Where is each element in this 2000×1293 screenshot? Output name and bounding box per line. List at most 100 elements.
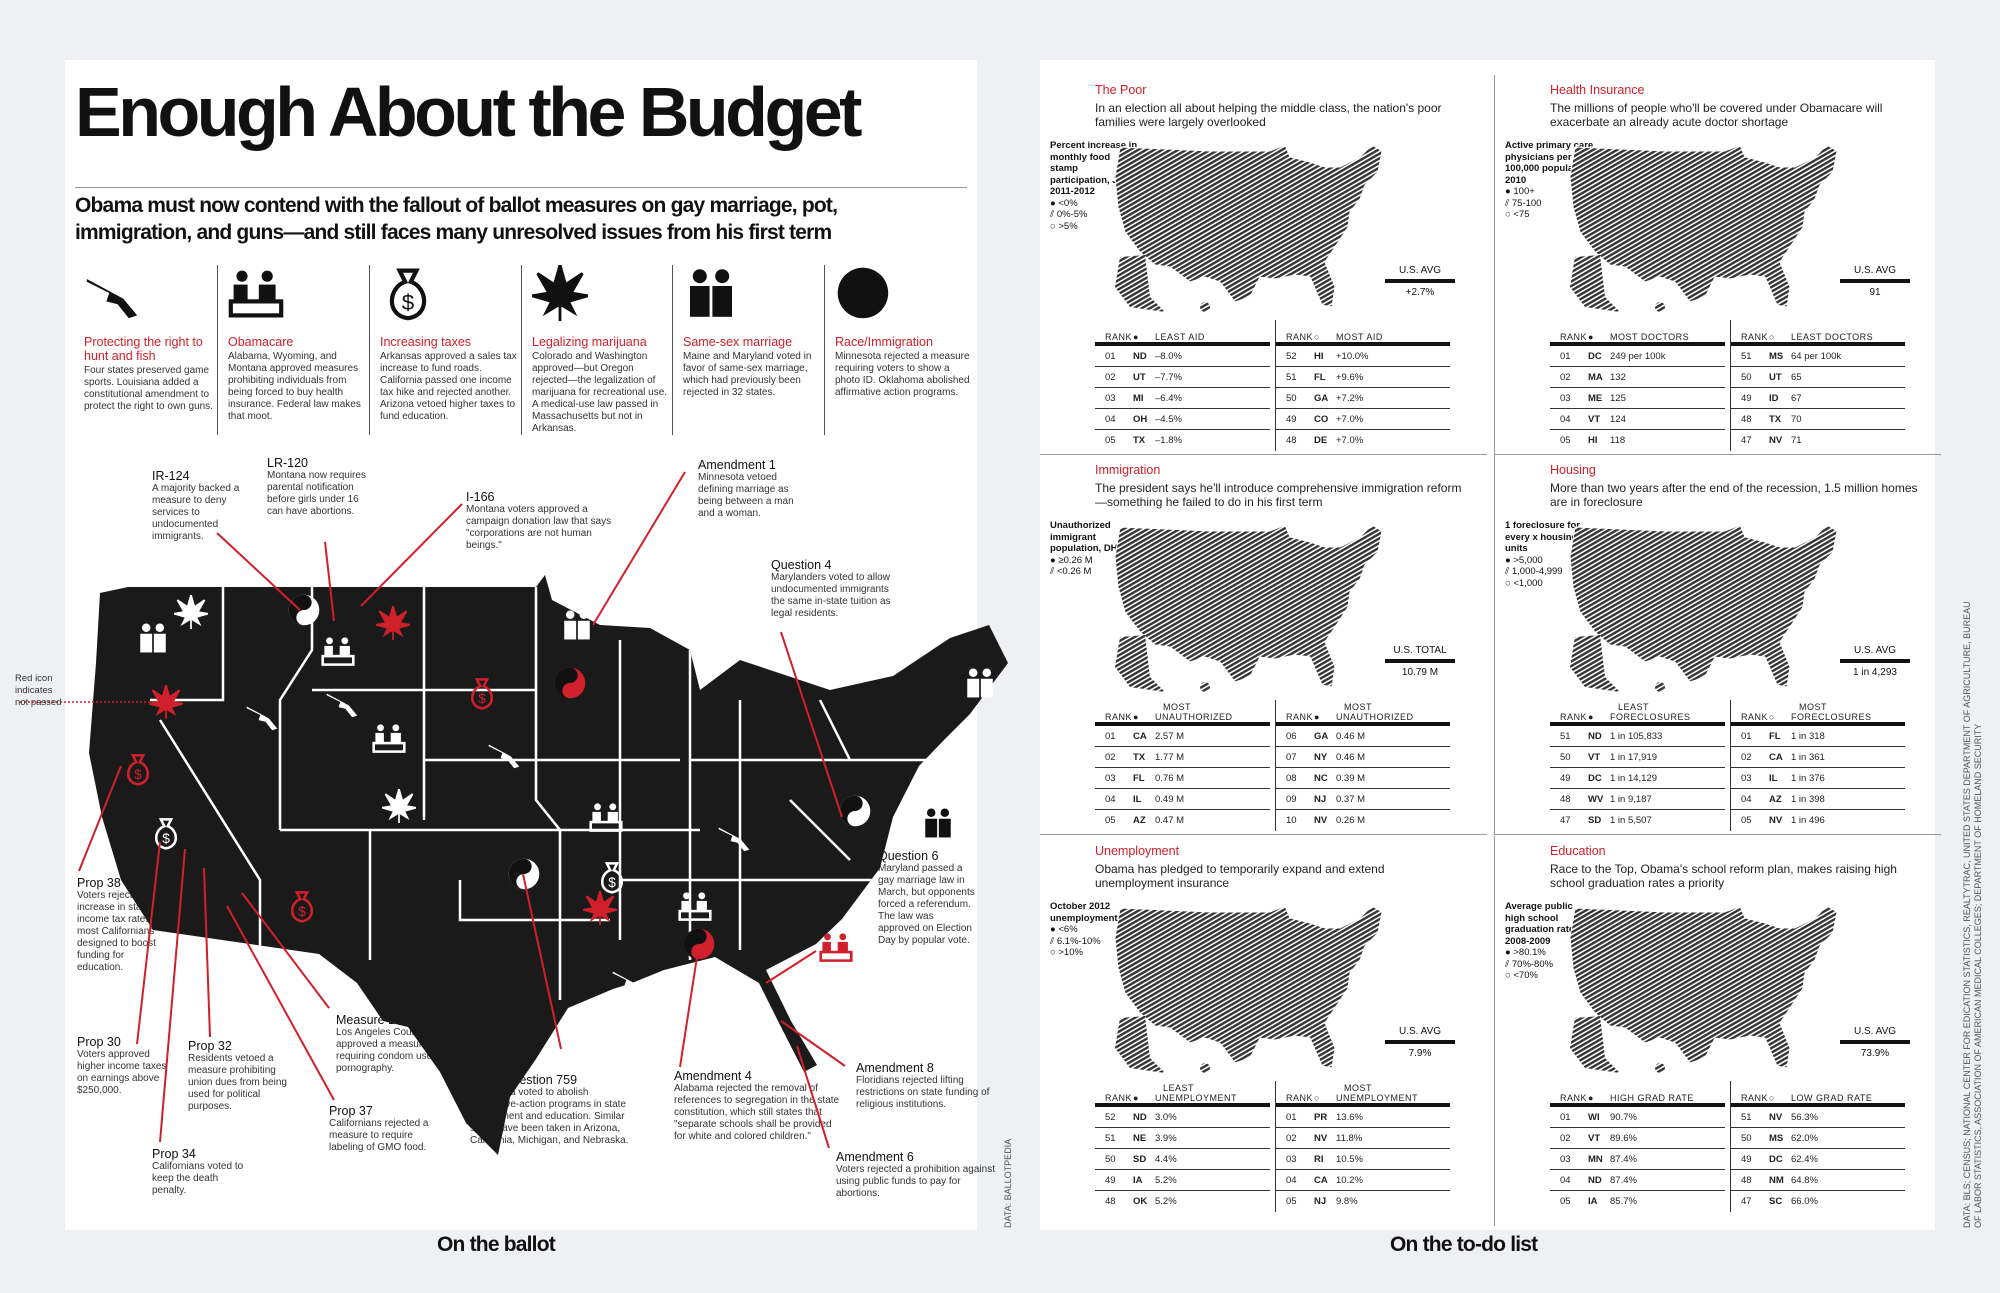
category-text: Four states preserved game sports. Louis…	[84, 365, 213, 412]
table-row: 05 AZ 0.47 M	[1095, 810, 1270, 831]
state-cell: WV	[1588, 793, 1604, 805]
rank-cell: 50	[1286, 392, 1297, 404]
annotation-title: Prop 30	[77, 1035, 121, 1049]
state-cell: FL	[1314, 371, 1326, 383]
value-cell: 10.2%	[1336, 1174, 1363, 1186]
section-title: Education	[1550, 844, 1606, 858]
divider	[75, 187, 967, 188]
table-row: 48 DE +7.0%	[1276, 430, 1450, 451]
value-cell: 0.46 M	[1336, 730, 1366, 742]
state-cell: SD	[1588, 815, 1602, 826]
annotation-title: Question 6	[878, 849, 939, 863]
table-row: 05 NV 1 in 496	[1731, 810, 1905, 831]
state-cell: NE	[1133, 1132, 1147, 1144]
choropleth-map	[1569, 144, 1838, 312]
table-row: 50 MS 62.0%	[1731, 1128, 1905, 1149]
value-cell: 64 per 100k	[1791, 350, 1842, 362]
state-cell: GA	[1314, 730, 1329, 742]
state-cell: WI	[1588, 1111, 1600, 1123]
legend-item: ● <0%	[1050, 197, 1078, 209]
annotation-text: Los Angeles County approved a measure re…	[336, 1027, 443, 1074]
rank-cell: 51	[1286, 371, 1297, 383]
column-header-label: LEAST AID	[1155, 332, 1205, 342]
choropleth-map	[1114, 905, 1383, 1073]
table-row: 50 UT 65	[1731, 367, 1905, 388]
value-cell: +10.0%	[1336, 350, 1369, 362]
table-row: 51 ND 1 in 105,833	[1550, 726, 1725, 747]
section-description: Race to the Top, Obama's school reform p…	[1550, 862, 1897, 890]
rank-cell: 04	[1560, 1174, 1571, 1186]
ranking-table: RANK ○ MOST UNEMPLOYMENT 01 PR 13.6% 02 NV 11.8% 0…	[1275, 1081, 1450, 1212]
value-cell: 1 in 17,919	[1610, 751, 1658, 763]
rank-cell: 50	[1741, 371, 1752, 383]
section-title: Health Insurance	[1550, 83, 1645, 97]
table-row: 01 ND –8.0%	[1095, 346, 1270, 367]
annotation-text: Montana voters approved a campaign donat…	[466, 504, 612, 551]
table-row: 02 NV 11.8%	[1276, 1128, 1450, 1149]
value-cell: 249 per 100k	[1610, 350, 1666, 362]
annotation-amendment-8: Amendment 8 Floridians rejected lifting r…	[856, 1062, 996, 1111]
table-row: 02 UT –7.7%	[1095, 367, 1270, 388]
annotation-title: Amendment 1	[698, 458, 776, 472]
annotation-text: Marylanders voted to allow undocumented …	[771, 572, 891, 619]
column-header-top: MOST	[1344, 702, 1372, 712]
annotation-text: A majority backed a measure to deny serv…	[152, 483, 240, 542]
value-cell: 0.76 M	[1155, 772, 1185, 784]
state-cell: RI	[1314, 1153, 1324, 1165]
table-row: 04 ND 87.4%	[1550, 1170, 1725, 1191]
rank-cell: 09	[1286, 793, 1297, 805]
annotation-text: Californians voted to keep the death pen…	[152, 1161, 244, 1196]
rank-cell: 48	[1741, 413, 1752, 425]
state-cell: OK	[1133, 1196, 1148, 1207]
rank-cell: 04	[1105, 413, 1116, 425]
legend-title: Active primary care physicians per 100,0…	[1505, 140, 1594, 186]
table-row: 50 SD 4.4%	[1095, 1149, 1270, 1170]
column-header-label: UNAUTHORIZED	[1155, 712, 1233, 722]
on-the-ballot-panel: Enough About the Budget Obama must now c…	[65, 60, 995, 1230]
rank-cell: 47	[1560, 815, 1571, 826]
state-cell: HI	[1314, 350, 1324, 362]
rank-cell: 49	[1741, 392, 1752, 404]
legend-item: ○ <75	[1505, 209, 1530, 220]
rank-header: RANK	[1286, 332, 1314, 342]
table-row: 50 VT 1 in 17,919	[1550, 747, 1725, 768]
state-cell: SC	[1769, 1196, 1783, 1207]
state-cell: SD	[1133, 1153, 1147, 1165]
section-immigration: Immigration The president says he'll intr…	[1040, 455, 1487, 835]
table-row: 49 CO +7.0%	[1276, 409, 1450, 430]
value-cell: 1 in 361	[1791, 751, 1825, 763]
section-description: Obama has pledged to temporarily expand …	[1095, 862, 1385, 890]
table-row: 09 NJ 0.37 M	[1276, 789, 1450, 810]
value-cell: 3.9%	[1155, 1132, 1177, 1144]
value-cell: 5.2%	[1155, 1196, 1177, 1207]
rank-cell: 52	[1105, 1111, 1116, 1123]
column-header-top: MOST	[1163, 702, 1191, 712]
state-cell: ND	[1133, 350, 1147, 362]
category-text: Alabama, Wyoming, and Montana approved m…	[228, 351, 361, 422]
state-cell: MN	[1588, 1153, 1603, 1165]
table-row: 01 WI 90.7%	[1550, 1107, 1725, 1128]
annotation-title: State Question 759	[470, 1073, 578, 1087]
section-title: Housing	[1550, 463, 1596, 477]
rank-header: RANK	[1105, 712, 1133, 722]
state-cell: NV	[1314, 815, 1328, 826]
rank-cell: 08	[1286, 772, 1297, 784]
table-row: 49 DC 1 in 14,129	[1550, 768, 1725, 789]
rank-cell: 49	[1560, 772, 1571, 784]
table-row: 07 NY 0.46 M	[1276, 747, 1450, 768]
table-row: 02 TX 1.77 M	[1095, 747, 1270, 768]
state-cell: MS	[1769, 1132, 1784, 1144]
table-row: 49 IA 5.2%	[1095, 1170, 1270, 1191]
annotation-question-6: Question 6 Maryland passed a gay marriage…	[878, 850, 978, 947]
rank-header: RANK	[1286, 1093, 1314, 1103]
annotation-title: Prop 32	[188, 1039, 232, 1053]
rank-header: RANK	[1741, 1093, 1769, 1103]
rank-cell: 02	[1105, 751, 1116, 763]
column-header-label: FORECLOSURES	[1610, 712, 1691, 722]
us-average: U.S. TOTAL 10.79 M	[1385, 645, 1455, 678]
table-row: 05 IA 85.7%	[1550, 1191, 1725, 1212]
legend-item: ⫽ 1,000-4,999	[1505, 566, 1563, 577]
rank-cell: 51	[1105, 1132, 1116, 1144]
ranking-table: RANK ● MOST DOCTORS 01 DC 249 per 100k 02 MA 132…	[1550, 320, 1725, 451]
state-cell: VT	[1588, 413, 1601, 425]
